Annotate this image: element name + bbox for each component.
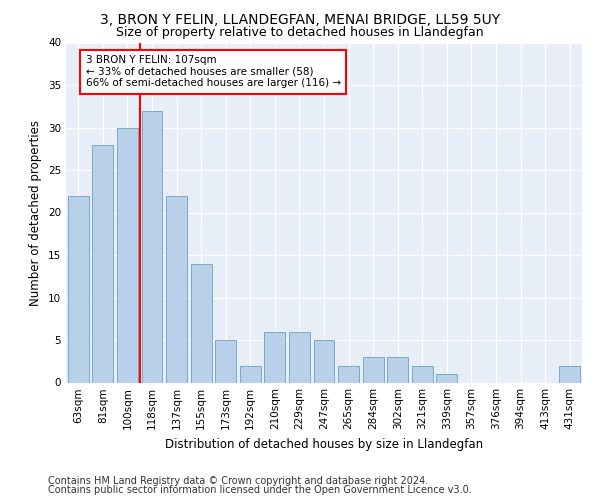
- Bar: [265, 332, 286, 382]
- Bar: [338, 366, 359, 382]
- Bar: [412, 366, 433, 382]
- Bar: [166, 196, 187, 382]
- Y-axis label: Number of detached properties: Number of detached properties: [29, 120, 43, 306]
- Bar: [142, 110, 163, 382]
- Text: 3 BRON Y FELIN: 107sqm
← 33% of detached houses are smaller (58)
66% of semi-det: 3 BRON Y FELIN: 107sqm ← 33% of detached…: [86, 55, 341, 88]
- Text: Contains public sector information licensed under the Open Government Licence v3: Contains public sector information licen…: [48, 485, 472, 495]
- Bar: [117, 128, 138, 382]
- Bar: [191, 264, 212, 382]
- Text: 3, BRON Y FELIN, LLANDEGFAN, MENAI BRIDGE, LL59 5UY: 3, BRON Y FELIN, LLANDEGFAN, MENAI BRIDG…: [100, 12, 500, 26]
- Bar: [362, 357, 383, 382]
- Bar: [314, 340, 334, 382]
- Bar: [387, 357, 408, 382]
- Text: Size of property relative to detached houses in Llandegfan: Size of property relative to detached ho…: [116, 26, 484, 39]
- Bar: [92, 144, 113, 382]
- Text: Contains HM Land Registry data © Crown copyright and database right 2024.: Contains HM Land Registry data © Crown c…: [48, 476, 428, 486]
- Bar: [68, 196, 89, 382]
- Bar: [215, 340, 236, 382]
- Bar: [436, 374, 457, 382]
- X-axis label: Distribution of detached houses by size in Llandegfan: Distribution of detached houses by size …: [165, 438, 483, 451]
- Bar: [559, 366, 580, 382]
- Bar: [240, 366, 261, 382]
- Bar: [289, 332, 310, 382]
